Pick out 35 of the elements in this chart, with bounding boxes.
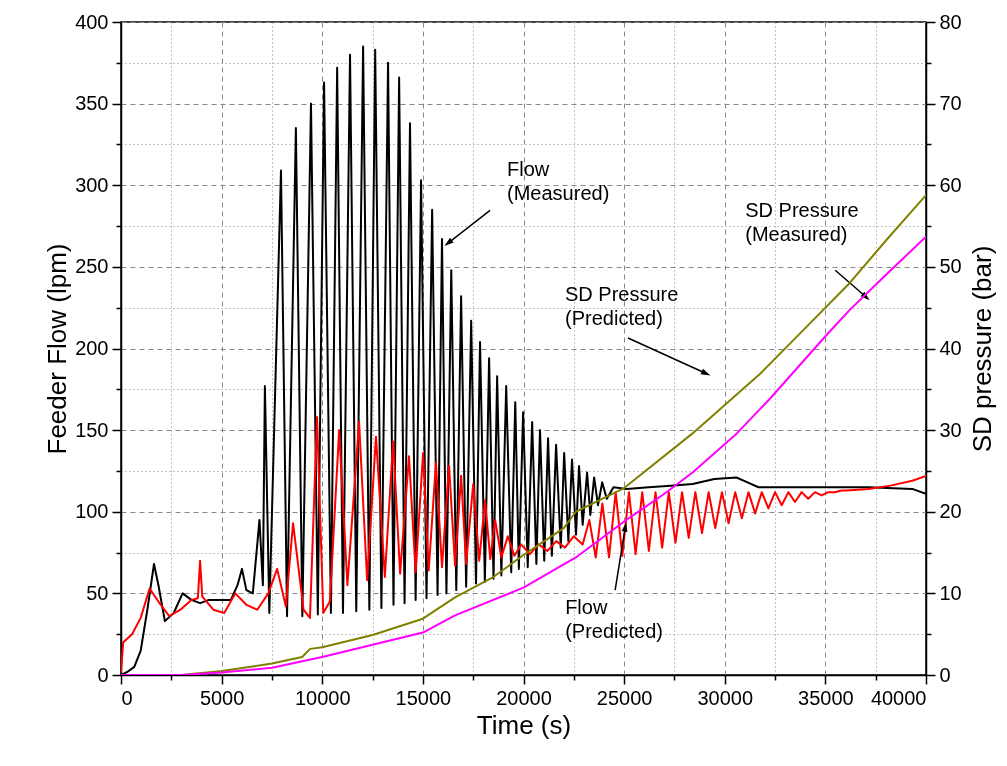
y-tick-label: 0 <box>97 663 109 686</box>
x-tick-label: 30000 <box>697 686 754 709</box>
x-tick-label: 10000 <box>294 686 351 709</box>
line-series <box>121 416 926 673</box>
x-axis-title: Time (s) <box>476 709 572 740</box>
y-tick-label: 250 <box>75 255 109 278</box>
y-tick-label: 100 <box>75 500 109 523</box>
x-tick-label: 20000 <box>496 686 552 709</box>
y2-tick-label: 10 <box>939 581 962 604</box>
y-tick-label: 150 <box>75 418 109 441</box>
y2-tick-label: 0 <box>939 663 951 686</box>
annotation: SD Pressure (Measured) <box>745 199 859 246</box>
y-tick-label: 50 <box>86 581 109 604</box>
y2-tick-label: 20 <box>939 500 962 523</box>
y2-tick-label: 50 <box>939 255 962 278</box>
y-tick-label: 300 <box>75 173 109 196</box>
y-axis-title: Feeder Flow (lpm) <box>42 243 73 455</box>
x-tick-label: 5000 <box>199 686 245 709</box>
y-tick-label: 200 <box>75 337 109 359</box>
y-tick-label: 400 <box>75 10 109 33</box>
annotation: SD Pressure (Predicted) <box>565 282 679 329</box>
y2-tick-label: 30 <box>939 418 962 441</box>
y2-axis-title: SD pressure (bar) <box>966 245 997 453</box>
annotation: Flow (Measured) <box>507 158 610 205</box>
y2-tick-label: 40 <box>939 337 962 359</box>
y2-tick-label: 70 <box>939 92 962 115</box>
annotation: Flow (Predicted) <box>565 596 663 643</box>
x-tick-label: 0 <box>121 686 133 709</box>
y2-tick-label: 60 <box>939 173 962 196</box>
y-tick-label: 350 <box>75 92 109 115</box>
x-tick-label: 15000 <box>395 686 452 709</box>
x-tick-label: 35000 <box>798 686 854 709</box>
x-tick-label: 25000 <box>596 686 653 709</box>
y2-tick-label: 80 <box>939 10 962 33</box>
x-tick-label: 40000 <box>870 686 927 709</box>
